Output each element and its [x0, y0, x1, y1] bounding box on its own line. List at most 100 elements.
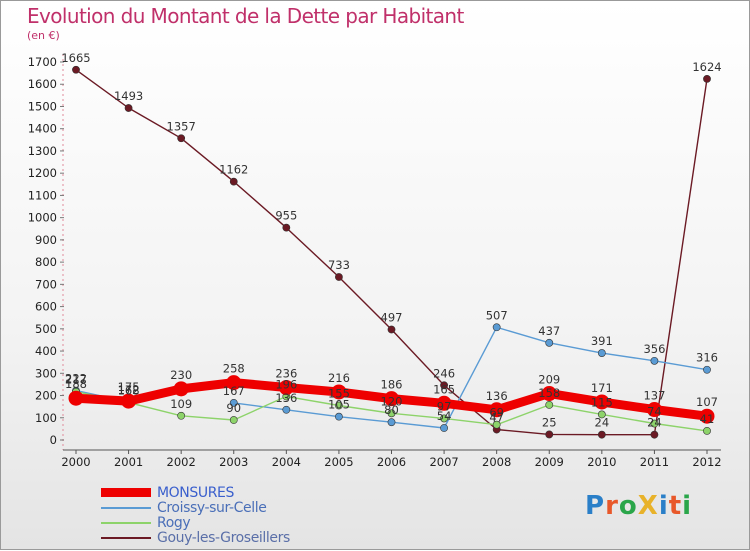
data-label: 136 — [275, 391, 297, 405]
chart-title: Evolution du Montant de la Dette par Hab… — [27, 4, 464, 28]
y-tick-label: 800 — [35, 255, 57, 269]
series-layer — [68, 65, 715, 439]
series-monsures — [68, 375, 715, 424]
data-point — [229, 416, 238, 424]
logo-letter: i — [682, 491, 693, 521]
data-point — [440, 381, 448, 390]
data-label: 80 — [384, 403, 399, 417]
data-label: 165 — [433, 382, 455, 396]
data-label: 105 — [328, 398, 350, 412]
y-tick-label: 1700 — [28, 55, 57, 69]
legend-swatch — [101, 488, 151, 497]
data-label: 196 — [275, 377, 297, 391]
data-point — [440, 424, 448, 432]
data-point — [440, 414, 448, 423]
data-label: 1357 — [167, 119, 196, 133]
data-label: 109 — [170, 397, 192, 411]
data-point — [229, 398, 238, 407]
data-point — [72, 65, 80, 74]
data-point — [177, 411, 186, 420]
legend-item: Gouy-les-Groseillers — [101, 529, 290, 546]
x-tick-label: 2003 — [219, 455, 248, 469]
data-label: 74 — [647, 405, 662, 419]
legend-label: Gouy-les-Groseillers — [157, 529, 290, 546]
legend-swatch — [101, 521, 151, 524]
data-label: 155 — [328, 387, 350, 401]
data-point — [335, 273, 343, 281]
series-croissy-sur-celle — [72, 323, 711, 432]
data-point — [545, 430, 554, 439]
legend-label: Rogy — [157, 514, 191, 531]
y-tick-label: 400 — [35, 344, 57, 358]
data-label: 115 — [591, 395, 613, 409]
data-label: 733 — [328, 258, 350, 272]
data-label: 172 — [118, 383, 140, 397]
data-label: 209 — [538, 373, 560, 387]
data-label: 25 — [542, 415, 557, 429]
logo-letter: X — [637, 491, 659, 521]
legend-label: Croissy-sur-Celle — [157, 499, 267, 516]
x-tick-label: 2005 — [324, 455, 353, 469]
data-label: 230 — [170, 368, 192, 382]
x-tick-label: 2006 — [377, 455, 406, 469]
data-label: 1624 — [692, 60, 721, 74]
data-label: 356 — [643, 342, 665, 356]
data-label: 507 — [486, 308, 508, 322]
logo-letter: t — [668, 491, 683, 521]
legend-swatch — [101, 506, 151, 509]
y-tick-label: 1500 — [28, 99, 57, 113]
data-point — [703, 365, 711, 374]
data-label: 137 — [643, 389, 665, 403]
y-tick-label: 500 — [35, 322, 57, 336]
data-point — [541, 386, 557, 402]
data-point — [384, 391, 399, 407]
data-label: 1162 — [219, 163, 248, 177]
y-tick-label: 1300 — [28, 144, 57, 158]
data-point — [650, 430, 659, 439]
data-point — [68, 390, 84, 406]
legend-label: MONSURES — [157, 484, 234, 501]
logo-letter: P — [585, 491, 606, 521]
data-point — [229, 177, 238, 186]
chart-subtitle: (en €) — [27, 29, 60, 42]
data-point — [703, 74, 711, 83]
data-point — [597, 410, 606, 419]
data-point — [331, 384, 347, 400]
data-point — [335, 412, 343, 421]
data-point — [124, 104, 133, 112]
data-point — [278, 380, 294, 396]
legend-item: Croissy-sur-Celle — [101, 499, 290, 516]
data-point — [699, 408, 715, 424]
series-line — [233, 326, 708, 429]
logo-letter: r — [605, 491, 619, 521]
data-point — [282, 223, 291, 232]
y-tick-label: 600 — [35, 300, 57, 314]
data-label: 107 — [696, 395, 718, 409]
data-point — [436, 395, 452, 411]
data-point — [594, 394, 610, 410]
y-tick-label: 100 — [35, 411, 57, 425]
legend-swatch — [101, 536, 151, 539]
data-point — [335, 401, 343, 410]
data-label: 167 — [223, 384, 245, 398]
data-point — [545, 400, 554, 409]
data-label: 97 — [437, 399, 452, 413]
data-point — [489, 402, 505, 418]
data-point — [492, 420, 501, 429]
legend-item: Rogy — [101, 514, 290, 531]
data-point — [703, 426, 711, 435]
series-gouy-les-groseillers — [72, 65, 711, 439]
x-tick-label: 2008 — [482, 455, 511, 469]
data-label: 41 — [700, 412, 715, 426]
data-label: 168 — [118, 384, 140, 398]
data-label: 90 — [226, 401, 241, 415]
data-label: 391 — [591, 334, 613, 348]
legend-item: MONSURES — [101, 484, 290, 501]
x-tick-label: 2012 — [692, 455, 721, 469]
data-point — [387, 418, 396, 427]
data-point — [173, 381, 189, 397]
data-point — [177, 134, 186, 143]
data-label: 171 — [591, 381, 613, 395]
proxiti-logo: ProXiti — [585, 491, 692, 521]
